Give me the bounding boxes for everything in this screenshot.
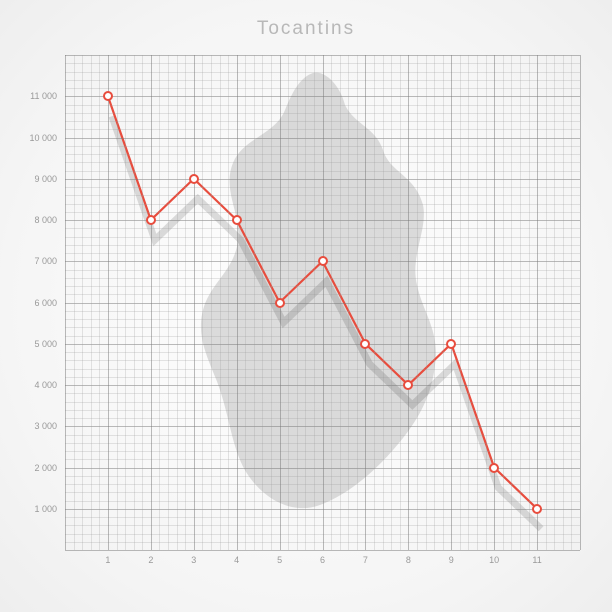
gridline-x [194,55,195,550]
data-marker [275,298,285,308]
y-axis-label: 5 000 [34,339,57,349]
gridline-x [151,55,152,550]
data-marker [532,504,542,514]
gridline-x-minor [400,55,401,550]
gridline-x-minor [117,55,118,550]
gridline-x-minor [443,55,444,550]
data-marker [232,215,242,225]
gridline-x-minor [391,55,392,550]
gridline-x-minor [434,55,435,550]
gridline-x-minor [331,55,332,550]
gridline-x [108,55,109,550]
gridline-x-minor [314,55,315,550]
data-marker [189,174,199,184]
gridline-x-minor [82,55,83,550]
x-axis-label: 10 [489,555,499,565]
gridline-x [65,55,66,550]
gridline-x-minor [503,55,504,550]
gridline-x-minor [468,55,469,550]
gridline-x-minor [185,55,186,550]
gridline-x-minor [383,55,384,550]
y-axis-label: 9 000 [34,174,57,184]
gridline-x-minor [220,55,221,550]
gridline-x-minor [254,55,255,550]
gridline-x-minor [228,55,229,550]
gridline-x-minor [134,55,135,550]
gridline-x-minor [288,55,289,550]
gridline-x-minor [125,55,126,550]
y-axis-label: 10 000 [29,133,57,143]
gridline-x [237,55,238,550]
gridline-x-minor [486,55,487,550]
gridline-x-minor [348,55,349,550]
x-axis-label: 7 [363,555,368,565]
gridline-x-minor [202,55,203,550]
y-axis-label: 1 000 [34,504,57,514]
gridline-x [494,55,495,550]
gridline-x [365,55,366,550]
x-axis-label: 2 [148,555,153,565]
gridline-x-minor [417,55,418,550]
gridline-x-minor [520,55,521,550]
gridline-x-minor [211,55,212,550]
gridline-x-minor [245,55,246,550]
x-axis-label: 8 [406,555,411,565]
x-axis-label: 9 [449,555,454,565]
y-axis-label: 3 000 [34,421,57,431]
gridline-x-minor [271,55,272,550]
gridline-x-minor [571,55,572,550]
data-marker [103,91,113,101]
y-axis-label: 6 000 [34,298,57,308]
gridline-x-minor [340,55,341,550]
data-marker [489,463,499,473]
gridline-x-minor [426,55,427,550]
gridline-x-minor [159,55,160,550]
data-marker [446,339,456,349]
gridline-y [65,550,580,551]
gridline-x-minor [74,55,75,550]
gridline-x-minor [529,55,530,550]
gridline-x [408,55,409,550]
x-axis-label: 11 [532,555,541,565]
y-axis-label: 2 000 [34,463,57,473]
gridline-x-minor [262,55,263,550]
x-axis-label: 4 [234,555,239,565]
gridline-x-minor [177,55,178,550]
y-axis-label: 7 000 [34,256,57,266]
gridline-x [451,55,452,550]
gridline-x-minor [305,55,306,550]
gridline-x-minor [546,55,547,550]
y-axis-label: 8 000 [34,215,57,225]
data-marker [360,339,370,349]
gridline-x-minor [142,55,143,550]
gridline-x-minor [554,55,555,550]
x-axis-label: 1 [105,555,110,565]
data-marker [318,256,328,266]
gridline-x-minor [563,55,564,550]
gridline-x-minor [477,55,478,550]
gridline-x-minor [99,55,100,550]
gridline-x-minor [297,55,298,550]
y-axis-label: 4 000 [34,380,57,390]
gridline-x-minor [91,55,92,550]
y-axis-label: 11 000 [30,91,57,101]
gridline-x-minor [357,55,358,550]
x-axis-label: 6 [320,555,325,565]
gridline-x-minor [511,55,512,550]
gridline-x [323,55,324,550]
x-axis-label: 5 [277,555,282,565]
x-axis-label: 3 [191,555,196,565]
gridline-x-minor [168,55,169,550]
chart-title: Tocantins [257,18,355,40]
data-marker [146,215,156,225]
gridline-x [580,55,581,550]
gridline-x-minor [460,55,461,550]
chart-area [65,55,580,550]
gridline-x [537,55,538,550]
data-marker [403,380,413,390]
gridline-x-minor [374,55,375,550]
